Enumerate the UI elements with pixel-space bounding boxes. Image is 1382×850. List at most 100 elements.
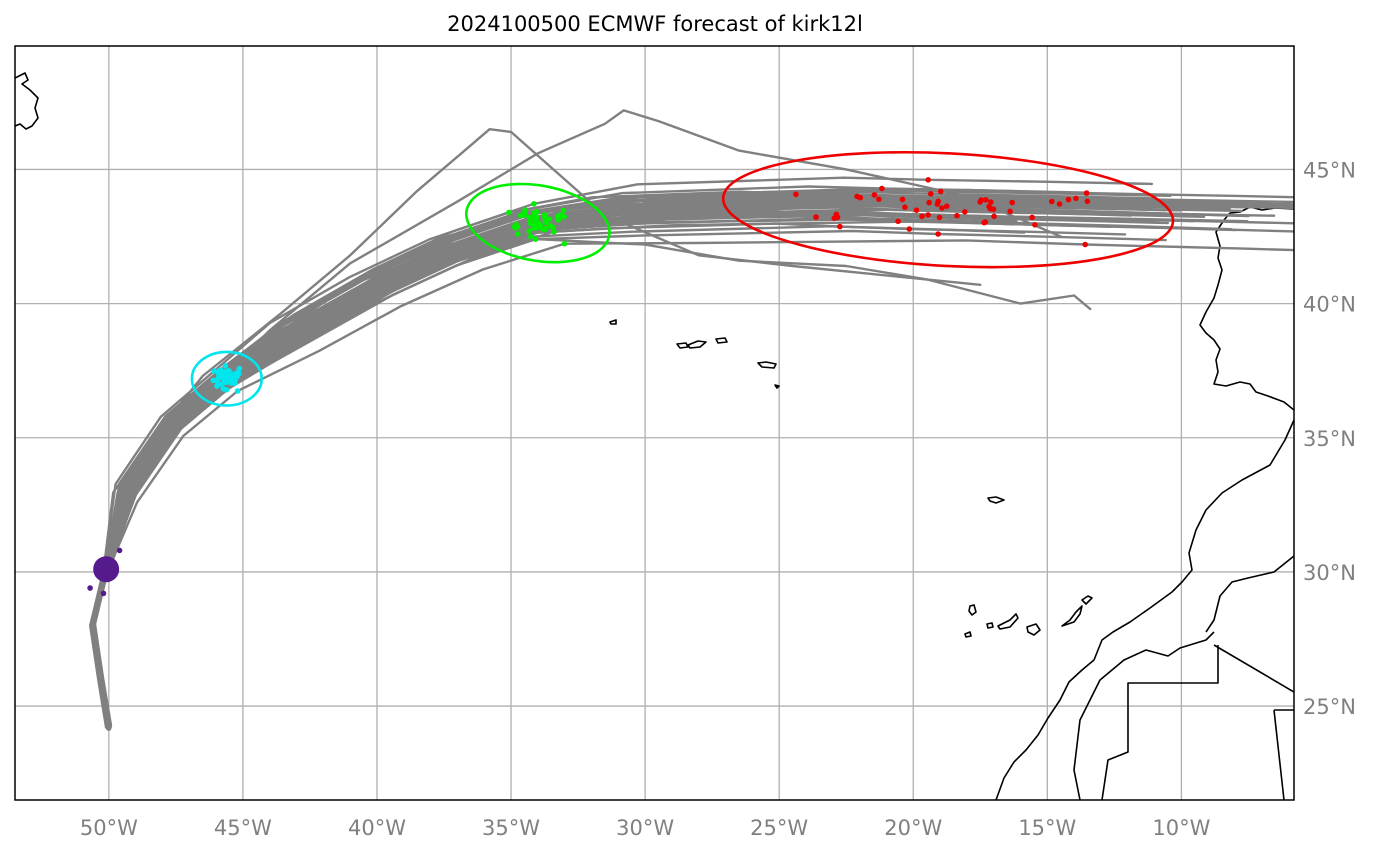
azores-flores (609, 319, 617, 325)
azores-santamaria (774, 384, 780, 389)
position-day6 (1049, 198, 1055, 205)
position-day6 (871, 192, 878, 198)
position-day6 (1073, 195, 1079, 202)
lon-tick-label: 20°W (884, 816, 942, 840)
map-title: 2024100500 ECMWF forecast of kirk12l (447, 12, 863, 36)
position-day4 (551, 228, 557, 235)
border-morocco-algeria (1205, 555, 1294, 633)
position-day2 (234, 388, 241, 394)
lon-tick-label: 45°W (214, 816, 272, 840)
azores-saomiguel (757, 361, 777, 369)
position-day2 (222, 363, 229, 369)
coastlines (15, 72, 1294, 800)
position-day6 (1084, 198, 1091, 205)
position-day4 (531, 201, 537, 207)
position-day4 (543, 225, 549, 232)
position-day6 (987, 206, 994, 212)
canary-hierro (986, 622, 994, 629)
lat-tick-label: 25°N (1303, 695, 1356, 719)
spread-ellipse-day6 (721, 150, 1175, 269)
lat-tick-label: 30°N (1303, 561, 1356, 585)
position-day6 (1056, 201, 1063, 207)
position-day6 (1007, 208, 1013, 215)
position-day4 (541, 212, 547, 219)
canary-lanzarote (1081, 595, 1093, 605)
position-day6 (1065, 196, 1072, 203)
lat-tick-label: 45°N (1303, 158, 1356, 182)
latitude-axis: 45°N 40°N 35°N 30°N 25°N (1303, 158, 1356, 719)
position-day6 (1032, 222, 1038, 228)
position-day2 (211, 368, 217, 375)
border-morocco-inland (1073, 631, 1215, 800)
spread-ellipse-day4 (465, 182, 611, 264)
madeira (987, 496, 1005, 504)
spread-ellipse-day2 (190, 350, 263, 407)
initial-position-cluster (93, 556, 120, 583)
ocean-background (15, 46, 1294, 800)
position-day4 (517, 212, 524, 219)
azores-terceira (715, 337, 728, 344)
position-day6 (834, 214, 841, 221)
longitude-axis: 50°W 45°W 40°W 35°W 30°W 25°W 20°W 15°W 10°W (80, 816, 1211, 840)
azores-pico (687, 340, 707, 349)
position-day4 (515, 231, 521, 237)
position-day6 (1082, 241, 1088, 248)
position-day2 (236, 365, 243, 372)
position-day2 (214, 377, 220, 384)
position-day6 (813, 214, 819, 220)
position-day6 (939, 205, 945, 211)
lon-tick-label: 50°W (80, 816, 138, 840)
lon-tick-label: 30°W (616, 816, 674, 840)
lat-tick-label: 35°N (1303, 427, 1356, 451)
position-day4 (532, 236, 539, 242)
position-day4 (561, 240, 568, 247)
position-day6 (837, 223, 843, 230)
position-day6 (983, 197, 989, 203)
spread-ellipses (190, 150, 1175, 407)
lon-tick-label: 40°W (348, 816, 406, 840)
position-day4 (514, 224, 521, 230)
position-day4 (506, 209, 512, 216)
position-day4 (522, 207, 529, 213)
position-day2 (214, 383, 220, 389)
position-day4 (527, 233, 534, 240)
position-day6 (793, 191, 799, 198)
canary-tenerife (997, 613, 1019, 630)
position-day6 (978, 197, 984, 203)
position-day6 (936, 214, 943, 221)
position-day6 (1009, 199, 1015, 206)
position-day6 (935, 198, 941, 205)
position-day4 (533, 209, 540, 215)
position-day6 (919, 213, 925, 220)
lat-tick-label: 40°N (1303, 293, 1356, 317)
position-day6 (991, 213, 997, 220)
border-mali (1213, 644, 1294, 693)
position-day6 (1029, 214, 1035, 221)
lon-tick-label: 15°W (1018, 816, 1076, 840)
position-day4 (560, 207, 567, 214)
position-day6 (899, 196, 906, 203)
position-day6 (876, 196, 882, 202)
position-day2 (223, 368, 229, 375)
position-day2 (221, 375, 227, 382)
canary-grancanaria (1026, 623, 1041, 636)
position-day6 (981, 219, 987, 226)
position-day6 (902, 204, 908, 210)
position-initial (100, 590, 107, 597)
position-day4 (527, 220, 534, 227)
position-day6 (937, 188, 944, 195)
ensemble-track (90, 185, 1086, 728)
position-day6 (879, 185, 885, 192)
map-frame (14, 45, 1295, 801)
position-day4 (561, 214, 568, 220)
lon-tick-label: 10°W (1152, 816, 1210, 840)
canary-gomera (964, 631, 972, 638)
newfoundland-coast (15, 72, 39, 130)
ensemble-positions (87, 177, 1091, 597)
position-day4 (533, 217, 539, 223)
border-mauritania (1273, 709, 1294, 800)
position-day4 (532, 222, 538, 228)
position-day6 (954, 212, 960, 219)
position-day6 (988, 199, 994, 205)
position-day6 (926, 199, 932, 206)
